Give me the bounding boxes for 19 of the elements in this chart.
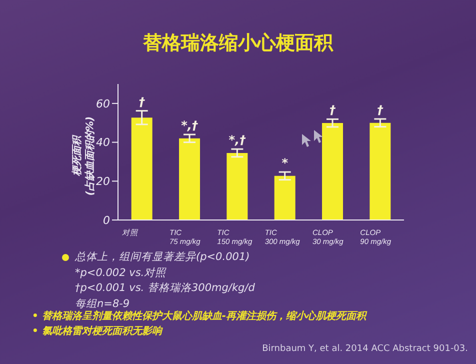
annotation: * <box>282 156 289 170</box>
y-tick-label: 20 <box>96 175 110 188</box>
annotation: *,† <box>181 118 199 133</box>
y-axis-title: 梗死面积 (占缺血面积的%) <box>71 116 96 196</box>
text: • 氯吡格雷对梗死面积无影响 <box>32 324 164 339</box>
y-tick-label: 60 <box>96 97 110 110</box>
annotation: † <box>330 103 336 118</box>
y-tick-label: 40 <box>96 136 110 150</box>
text: • 替格瑞洛呈剂量依赖性保护大鼠心肌缺血-再灌注损伤，缩小心肌梗死面积 <box>32 309 366 324</box>
annotation: † <box>377 102 384 117</box>
annotation: † <box>138 94 146 109</box>
text: †p<0.001 vs. 替格瑞洛300mg/kg/d <box>75 281 255 296</box>
chart-title: 替格瑞洛缩小心梗面积 <box>142 31 334 56</box>
text: Birnbaum Y, et al. 2014 ACC Abstract 901-03. <box>262 344 468 354</box>
text: *p<0.002 vs.对照 <box>75 266 166 280</box>
annotation: *,† <box>228 133 247 148</box>
text: 每组n=8-9 <box>75 296 130 310</box>
text: 总体上，组间有显著差异(p<0.001) <box>75 250 250 265</box>
y-tick-label: 0 <box>103 214 110 227</box>
